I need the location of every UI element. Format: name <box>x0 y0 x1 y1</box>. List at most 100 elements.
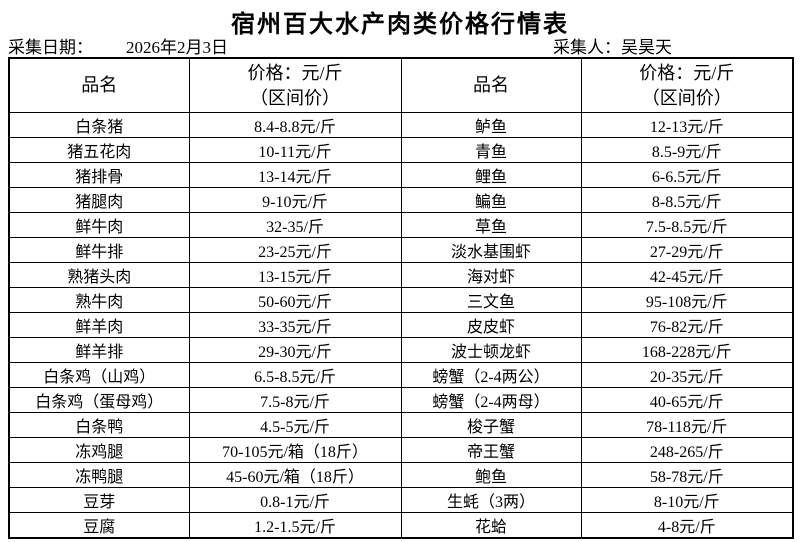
price-cell: 40-65元/斤 <box>580 387 794 413</box>
price-cell: 6-6.5元/斤 <box>580 162 794 188</box>
price-cell: 50-60元/斤 <box>188 287 402 313</box>
collection-date-label: 采集日期： <box>8 38 93 57</box>
price-cell: 95-108元/斤 <box>580 287 794 313</box>
header-price-line1: 价格：元/斤 <box>247 62 343 83</box>
price-cell: 58-78元/斤 <box>580 462 794 488</box>
table-row: 冻鸭腿 45-60元/箱（18斤） 鲍鱼 58-78元/斤 <box>8 462 794 488</box>
table-row: 熟牛肉 50-60元/斤 三文鱼 95-108元/斤 <box>8 287 794 313</box>
product-name-cell: 螃蟹（2-4两母） <box>400 387 582 413</box>
table-row: 豆芽 0.8-1元/斤 生蚝（3两） 8-10元/斤 <box>8 487 794 513</box>
collector-field: 采集人：吴昊天 <box>553 33 672 58</box>
product-name-cell: 帝王蟹 <box>400 437 582 463</box>
price-cell: 42-45元/斤 <box>580 262 794 288</box>
product-name-cell: 草鱼 <box>400 212 582 238</box>
header-price-right: 价格：元/斤 （区间价） <box>580 57 794 113</box>
product-name-cell: 三文鱼 <box>400 287 582 313</box>
table-header-row: 品名 价格：元/斤 （区间价） 品名 价格：元/斤 （区间价） <box>8 57 794 113</box>
header-name-right: 品名 <box>400 57 582 113</box>
table-row: 猪五花肉 10-11元/斤 青鱼 8.5-9元/斤 <box>8 137 794 163</box>
table-row: 猪腿肉 9-10元/斤 鳊鱼 8-8.5元/斤 <box>8 187 794 213</box>
price-cell: 12-13元/斤 <box>580 112 794 138</box>
price-cell: 23-25元/斤 <box>188 237 402 263</box>
price-cell: 8-8.5元/斤 <box>580 187 794 213</box>
table-row: 鲜牛排 23-25元/斤 淡水基围虾 27-29元/斤 <box>8 237 794 263</box>
product-name-cell: 猪排骨 <box>8 162 190 188</box>
product-name-cell: 皮皮虾 <box>400 312 582 338</box>
product-name-cell: 波士顿龙虾 <box>400 337 582 363</box>
price-cell: 76-82元/斤 <box>580 312 794 338</box>
product-name-cell: 白条猪 <box>8 112 190 138</box>
price-cell: 6.5-8.5元/斤 <box>188 362 402 388</box>
table-row: 白条猪 8.4-8.8元/斤 鲈鱼 12-13元/斤 <box>8 112 794 138</box>
product-name-cell: 鲜牛排 <box>8 237 190 263</box>
price-cell: 13-14元/斤 <box>188 162 402 188</box>
table-row: 白条鸭 4.5-5元/斤 梭子蟹 78-118元/斤 <box>8 412 794 438</box>
collector-value: 吴昊天 <box>621 38 672 57</box>
price-cell: 32-35/斤 <box>188 212 402 238</box>
price-cell: 168-228元/斤 <box>580 337 794 363</box>
product-name-cell: 鲤鱼 <box>400 162 582 188</box>
product-name-cell: 熟猪头肉 <box>8 262 190 288</box>
price-cell: 13-15元/斤 <box>188 262 402 288</box>
product-name-cell: 猪五花肉 <box>8 137 190 163</box>
page-title: 宿州百大水产肉类价格行情表 <box>231 11 569 38</box>
collector-label: 采集人： <box>553 38 621 57</box>
price-cell: 8.5-9元/斤 <box>580 137 794 163</box>
product-name-cell: 生蚝（3两） <box>400 487 582 513</box>
product-name-cell: 豆芽 <box>8 487 190 513</box>
table-row: 冻鸡腿 70-105元/箱（18斤） 帝王蟹 248-265/斤 <box>8 437 794 463</box>
header-price-line2: （区间价） <box>250 87 340 108</box>
table-row: 鲜羊排 29-30元/斤 波士顿龙虾 168-228元/斤 <box>8 337 794 363</box>
price-cell: 248-265/斤 <box>580 437 794 463</box>
header-name-left: 品名 <box>8 57 190 113</box>
header-price-left: 价格：元/斤 （区间价） <box>188 57 402 113</box>
product-name-cell: 白条鸡（蛋母鸡） <box>8 387 190 413</box>
table-row: 豆腐 1.2-1.5元/斤 花蛤 4-8元/斤 <box>8 512 794 539</box>
product-name-cell: 鲜羊肉 <box>8 312 190 338</box>
table-row: 鲜牛肉 32-35/斤 草鱼 7.5-8.5元/斤 <box>8 212 794 238</box>
price-cell: 7.5-8.5元/斤 <box>580 212 794 238</box>
product-name-cell: 冻鸡腿 <box>8 437 190 463</box>
collection-date-value: 2026年2月3日 <box>126 38 228 57</box>
product-name-cell: 螃蟹（2-4两公） <box>400 362 582 388</box>
price-cell: 8.4-8.8元/斤 <box>188 112 402 138</box>
product-name-cell: 鲈鱼 <box>400 112 582 138</box>
price-cell: 4-8元/斤 <box>580 512 794 539</box>
product-name-cell: 豆腐 <box>8 512 190 539</box>
product-name-cell: 鳊鱼 <box>400 187 582 213</box>
price-cell: 70-105元/箱（18斤） <box>188 437 402 463</box>
product-name-cell: 白条鸭 <box>8 412 190 438</box>
meta-row: 采集日期： 2026年2月3日 采集人：吴昊天 <box>0 33 800 58</box>
price-cell: 20-35元/斤 <box>580 362 794 388</box>
product-name-cell: 熟牛肉 <box>8 287 190 313</box>
price-cell: 0.8-1元/斤 <box>188 487 402 513</box>
price-cell: 1.2-1.5元/斤 <box>188 512 402 539</box>
product-name-cell: 猪腿肉 <box>8 187 190 213</box>
price-cell: 7.5-8元/斤 <box>188 387 402 413</box>
table-row: 白条鸡（山鸡） 6.5-8.5元/斤 螃蟹（2-4两公） 20-35元/斤 <box>8 362 794 388</box>
price-cell: 8-10元/斤 <box>580 487 794 513</box>
price-cell: 27-29元/斤 <box>580 237 794 263</box>
header-price-line2: （区间价） <box>641 87 732 108</box>
header-price-line1: 价格：元/斤 <box>639 62 735 83</box>
price-cell: 4.5-5元/斤 <box>188 412 402 438</box>
product-name-cell: 冻鸭腿 <box>8 462 190 488</box>
price-cell: 78-118元/斤 <box>580 412 794 438</box>
product-name-cell: 青鱼 <box>400 137 582 163</box>
price-cell: 29-30元/斤 <box>188 337 402 363</box>
price-cell: 10-11元/斤 <box>188 137 402 163</box>
price-cell: 9-10元/斤 <box>188 187 402 213</box>
table-row: 猪排骨 13-14元/斤 鲤鱼 6-6.5元/斤 <box>8 162 794 188</box>
product-name-cell: 梭子蟹 <box>400 412 582 438</box>
table-row: 熟猪头肉 13-15元/斤 海对虾 42-45元/斤 <box>8 262 794 288</box>
price-table: 品名 价格：元/斤 （区间价） 品名 价格：元/斤 （区间价） 白条猪 8.4-… <box>8 57 794 539</box>
table-row: 鲜羊肉 33-35元/斤 皮皮虾 76-82元/斤 <box>8 312 794 338</box>
product-name-cell: 花蛤 <box>400 512 582 539</box>
table-row: 白条鸡（蛋母鸡） 7.5-8元/斤 螃蟹（2-4两母） 40-65元/斤 <box>8 387 794 413</box>
product-name-cell: 淡水基围虾 <box>400 237 582 263</box>
product-name-cell: 鲍鱼 <box>400 462 582 488</box>
product-name-cell: 鲜牛肉 <box>8 212 190 238</box>
product-name-cell: 鲜羊排 <box>8 337 190 363</box>
price-cell: 45-60元/箱（18斤） <box>188 462 402 488</box>
